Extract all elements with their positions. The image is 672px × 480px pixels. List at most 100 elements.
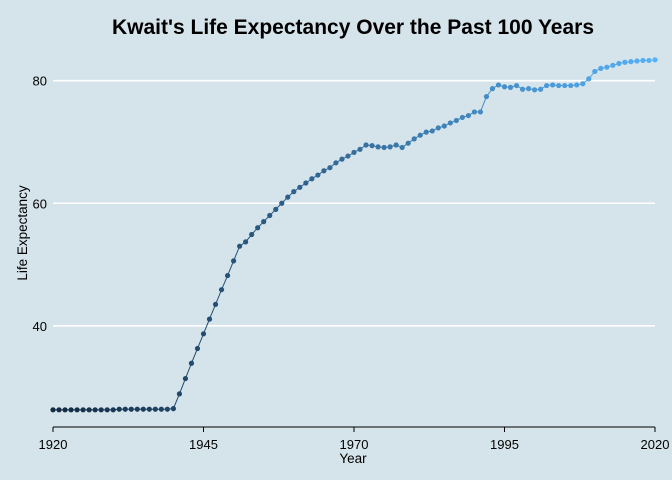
data-point: [399, 144, 405, 151]
line-segment: [197, 333, 204, 349]
data-point: [98, 407, 104, 413]
data-point: [387, 144, 393, 150]
y-tick-label: 80: [33, 74, 47, 89]
data-point: [357, 146, 363, 152]
data-point: [556, 82, 562, 89]
data-point: [634, 58, 640, 64]
data-point: [315, 172, 321, 178]
data-point: [333, 160, 339, 166]
line-segment: [190, 348, 198, 364]
y-axis-ticks: 40 60 80: [33, 74, 47, 334]
data-point: [206, 316, 213, 322]
data-point: [411, 136, 417, 142]
data-point: [616, 60, 622, 67]
line-segment: [479, 96, 487, 113]
data-point: [381, 144, 387, 151]
x-tick-label: 1995: [490, 437, 519, 452]
chart-title: Kwait's Life Expectancy Over the Past 10…: [112, 16, 594, 39]
line-segment: [184, 363, 192, 379]
data-point: [393, 142, 399, 148]
data-point: [116, 406, 122, 412]
data-point: [303, 180, 309, 186]
data-point: [363, 142, 369, 148]
data-point: [471, 109, 477, 115]
x-tick-label: 1920: [39, 437, 68, 452]
data-point: [453, 117, 459, 124]
data-point: [128, 406, 134, 412]
data-point: [501, 84, 508, 90]
data-point: [224, 272, 231, 279]
data-point: [200, 331, 207, 337]
data-point: [459, 114, 465, 121]
data-point: [110, 407, 116, 413]
data-point: [182, 375, 189, 382]
data-point: [164, 406, 170, 412]
x-tick-label: 1945: [189, 437, 218, 452]
data-point: [405, 140, 411, 146]
data-point: [441, 123, 447, 129]
data-point: [586, 76, 592, 82]
data-point: [477, 109, 484, 115]
data-point: [417, 132, 423, 138]
data-point: [50, 407, 56, 413]
data-point: [140, 406, 146, 412]
data-point: [652, 57, 658, 63]
line-segment: [227, 260, 235, 276]
data-point: [273, 206, 279, 212]
data-point: [525, 86, 532, 92]
data-point: [423, 129, 429, 135]
data-point: [429, 128, 435, 134]
data-point: [291, 189, 297, 195]
series-line: [53, 59, 656, 411]
data-point: [92, 407, 98, 413]
data-point: [628, 59, 634, 65]
data-point: [495, 82, 502, 88]
line-segment: [172, 393, 180, 409]
data-point: [188, 360, 195, 366]
x-tick-label: 1970: [340, 437, 369, 452]
data-point: [646, 57, 652, 64]
data-point: [544, 82, 550, 89]
line-segment: [203, 318, 210, 335]
data-point: [74, 407, 80, 413]
data-point: [170, 406, 176, 412]
data-point: [345, 153, 351, 159]
data-point: [580, 81, 586, 87]
data-point: [86, 407, 92, 413]
data-point: [513, 82, 520, 89]
data-point: [532, 87, 538, 93]
y-axis-title: Life Expectancy: [15, 185, 30, 281]
data-point: [507, 84, 514, 90]
data-point: [351, 149, 357, 155]
data-point: [538, 86, 544, 92]
data-point: [483, 93, 490, 100]
data-point: [218, 287, 225, 293]
data-point: [68, 407, 74, 413]
y-tick-label: 60: [33, 196, 47, 211]
data-point: [249, 231, 255, 238]
data-point: [489, 86, 496, 92]
data-point: [640, 57, 646, 64]
data-point: [279, 200, 285, 206]
data-point: [80, 407, 86, 413]
data-point: [309, 176, 315, 182]
data-point: [152, 406, 158, 412]
line-segment: [215, 289, 223, 305]
data-point: [267, 212, 273, 219]
data-point: [158, 406, 164, 412]
gridlines: [53, 79, 655, 327]
x-axis-title: Year: [339, 451, 367, 466]
data-point: [297, 184, 303, 190]
data-point: [212, 301, 219, 307]
data-point: [562, 82, 568, 89]
line-segment: [178, 378, 186, 395]
data-point: [519, 86, 526, 92]
x-tick-label: 2020: [641, 437, 670, 452]
line-segment: [209, 304, 217, 320]
data-point: [134, 406, 140, 412]
data-point: [568, 82, 574, 89]
data-point: [321, 168, 327, 174]
data-point: [447, 120, 453, 126]
data-point: [574, 82, 580, 88]
